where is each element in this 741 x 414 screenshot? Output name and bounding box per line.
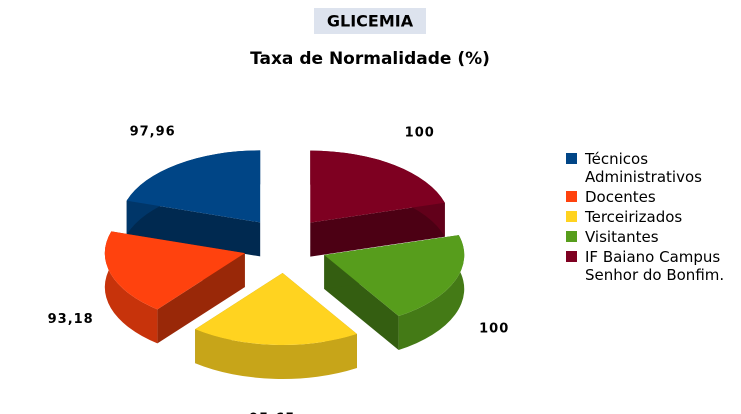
- legend-item: Docentes: [566, 188, 736, 206]
- slice-edge: [157, 253, 245, 344]
- legend-swatch: [566, 251, 577, 262]
- legend-swatch: [566, 231, 577, 242]
- legend-item: IF Baiano Campus Senhor do Bonfim.: [566, 248, 736, 284]
- slice: [126, 150, 261, 223]
- legend-item: Técnicos Administrativos: [566, 150, 736, 186]
- legend: Técnicos Administrativos Docentes Terceiri…: [566, 150, 736, 286]
- chart-subtitle: Taxa de Normalidade (%): [250, 49, 490, 69]
- slice-group: [126, 150, 261, 257]
- legend-label: IF Baiano Campus Senhor do Bonfim.: [585, 248, 725, 284]
- slice-side: [104, 231, 158, 344]
- legend-swatch: [566, 153, 577, 164]
- slice: [310, 150, 445, 223]
- legend-item: Visitantes: [566, 228, 736, 246]
- slice-group: [104, 231, 245, 344]
- slice: [195, 272, 357, 345]
- data-label: 100: [479, 322, 509, 337]
- legend-item: Terceirizados: [566, 208, 736, 226]
- slice: [104, 231, 245, 310]
- slice-group: [310, 150, 445, 257]
- data-label: 97,96: [130, 125, 176, 140]
- slice-edge: [310, 202, 445, 257]
- slice-group: [195, 272, 357, 379]
- legend-label: Técnicos Administrativos: [585, 150, 702, 186]
- data-label: 93,18: [48, 312, 94, 327]
- slice-side: [398, 235, 465, 351]
- legend-label: Docentes: [585, 188, 656, 206]
- legend-label: Terceirizados: [585, 208, 683, 226]
- slice-edge: [126, 200, 261, 257]
- chart-title: GLICEMIA: [327, 12, 414, 31]
- data-label: 100: [405, 126, 435, 141]
- slice-side: [195, 329, 357, 379]
- slice-group: [324, 235, 465, 351]
- legend-swatch: [566, 191, 577, 202]
- legend-label: Visitantes: [585, 228, 659, 246]
- slice: [324, 235, 465, 317]
- legend-swatch: [566, 211, 577, 222]
- data-label: 95,65: [249, 411, 295, 414]
- title-background: [314, 8, 426, 34]
